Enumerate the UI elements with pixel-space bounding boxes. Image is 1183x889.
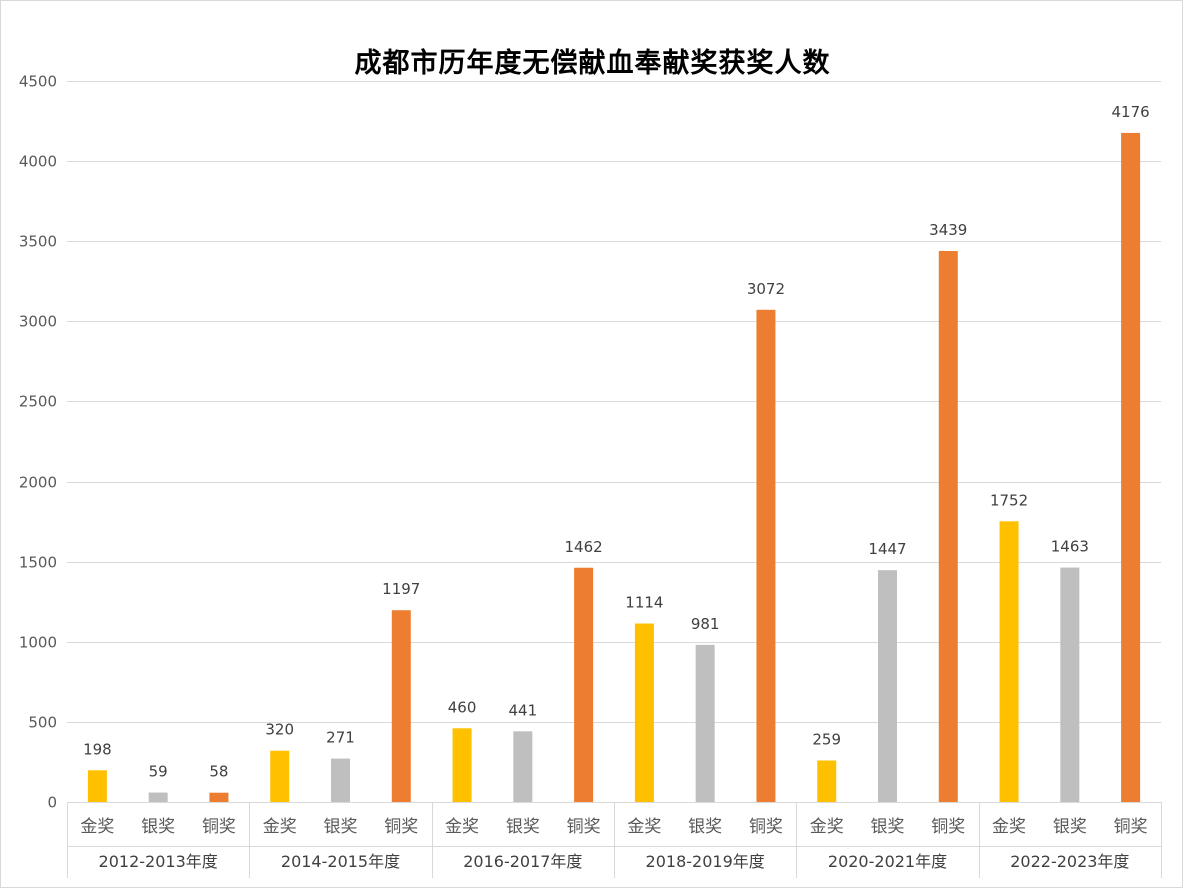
category-label: 铜奖 [567,817,601,837]
group-label: 2012-2013年度 [99,852,218,871]
category-label: 银奖 [688,817,722,837]
bar-2-0 [452,728,472,802]
bar-1-0 [270,750,290,802]
data-label: 320 [265,721,294,739]
category-label: 金奖 [263,817,297,837]
data-label: 3072 [747,280,785,298]
data-label: 4176 [1112,103,1150,121]
bar-4-1 [878,570,897,802]
data-labels: 198 59 58 320 271 1197 460 441 1462 1114 981 3072 25… [83,103,1150,781]
data-label: 3439 [929,221,967,239]
group-label: 2016-2017年度 [463,852,582,871]
bar-3-2 [756,309,776,802]
y-tick-label: 3500 [19,233,57,251]
data-label: 58 [209,763,228,781]
bar-2-1 [513,731,533,802]
category-label: 银奖 [324,817,358,837]
y-tick-label: 1500 [19,554,57,572]
bar-3-1 [695,644,715,802]
data-label: 1752 [990,491,1028,509]
category-label: 银奖 [1053,817,1087,837]
y-tick-label: 0 [47,794,57,812]
data-label: 1447 [868,540,906,558]
y-tick-label: 3000 [19,313,57,331]
y-tick-label: 4500 [19,73,57,91]
bar-0-2 [209,792,229,802]
y-tick-label: 500 [28,714,57,732]
bar-0-0 [87,770,107,802]
group-label: 2022-2023年度 [1010,852,1129,871]
bar-2-2 [574,567,594,802]
category-label: 铜奖 [749,817,783,837]
gridlines [67,81,1161,723]
y-tick-label: 4000 [19,153,57,171]
data-label: 1462 [565,538,603,556]
bar-4-2 [938,251,958,802]
category-label: 银奖 [871,817,905,837]
group-label: 2018-2019年度 [646,852,765,871]
data-label: 1463 [1051,538,1089,556]
data-label: 441 [509,701,538,719]
y-axis-ticks: 0 500 1000 1500 2000 2500 3000 3500 4000 4500 [19,73,57,812]
category-label: 银奖 [506,817,540,837]
category-label: 铜奖 [384,817,418,837]
group-label: 2020-2021年度 [828,852,947,871]
bars [87,132,1141,802]
data-label: 59 [149,763,168,781]
bar-0-1 [148,792,168,802]
category-label: 金奖 [445,817,479,837]
bar-5-2 [1121,132,1141,802]
category-label: 铜奖 [1114,817,1148,837]
group-label: 2014-2015年度 [281,852,400,871]
category-label: 铜奖 [202,817,236,837]
data-label: 460 [448,698,477,716]
bar-5-0 [999,521,1019,802]
bar-4-0 [817,760,837,802]
data-label: 1197 [382,580,420,598]
data-label: 198 [83,740,112,758]
data-label: 1114 [625,594,663,612]
y-tick-label: 2000 [19,474,57,492]
category-label: 金奖 [992,817,1026,837]
category-label: 金奖 [810,817,844,837]
y-tick-label: 1000 [19,634,57,652]
category-label: 银奖 [141,817,175,837]
data-label: 271 [326,729,355,747]
category-label: 金奖 [627,817,661,837]
data-label: 259 [812,731,841,749]
bar-1-2 [391,610,411,802]
bar-5-1 [1060,567,1080,802]
category-label: 铜奖 [931,817,965,837]
bar-1-1 [331,758,350,802]
y-tick-label: 2500 [19,393,57,411]
x-axis: 金奖 银奖 铜奖 2012-2013年度 金奖 银奖 铜奖 2014-2015年度 金奖 银奖 铜奖… [67,802,1162,878]
data-label: 981 [691,615,720,633]
bar-3-0 [634,623,654,802]
chart-title: 成都市历年度无偿献血奉献奖获奖人数 [354,48,831,79]
category-label: 金奖 [80,817,114,837]
